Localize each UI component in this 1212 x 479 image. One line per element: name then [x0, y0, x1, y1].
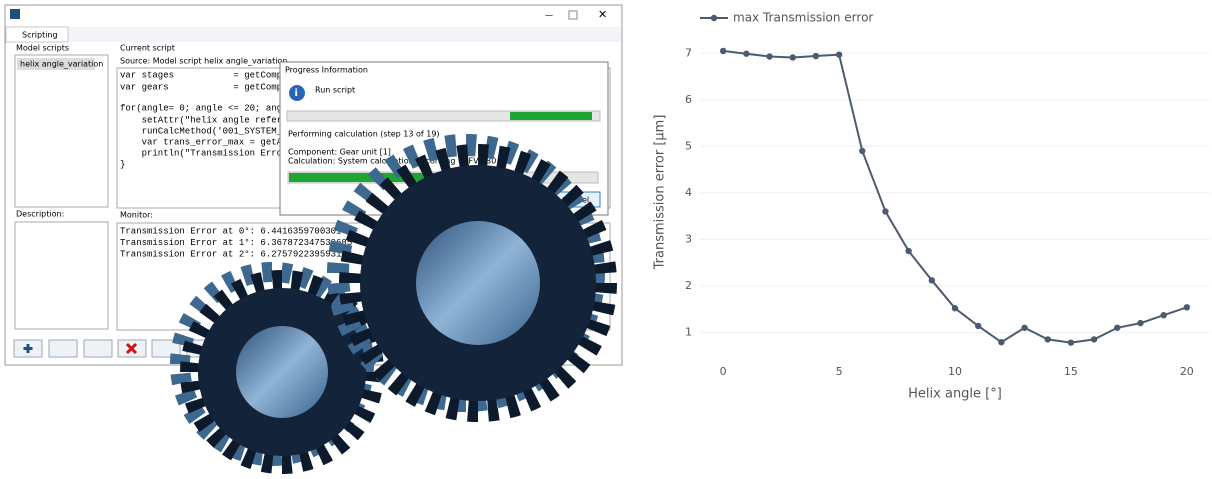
script-list	[14, 54, 109, 208]
code-line: var trans_error_max = getAtt	[120, 137, 293, 147]
y-tick-label: 1	[685, 325, 692, 338]
maximize-button[interactable]	[568, 10, 578, 20]
list-item-bg[interactable]	[17, 58, 95, 70]
label: Monitor:	[120, 211, 153, 220]
data-point	[951, 305, 959, 312]
code-lines: var stages = getCompB var gears = getComp…	[120, 70, 293, 169]
gear-illustration	[170, 134, 617, 474]
data-point	[1160, 312, 1167, 319]
data-point	[905, 247, 912, 255]
tab[interactable]	[5, 26, 69, 43]
code-line: setAttr("helix angle refere	[120, 115, 287, 125]
data-point	[766, 53, 773, 60]
y-tick-label: 4	[685, 186, 692, 199]
progress-bar	[286, 110, 601, 122]
data-point	[1183, 304, 1191, 311]
data-point	[1021, 324, 1028, 331]
tab-label: Scripting	[22, 31, 58, 40]
label: Model scripts	[16, 44, 69, 53]
data-point	[835, 51, 843, 58]
code-line: var gears = getCompB	[120, 82, 288, 92]
data-point	[743, 50, 750, 57]
label: Current script	[120, 44, 175, 53]
code-line: for(angle= 0; angle <= 20; angl	[120, 103, 287, 113]
monitor-line: Transmission Error at 0°: 6.441635970030…	[120, 226, 352, 236]
data-point	[882, 208, 889, 215]
monitor-lines: Transmission Error at 0°: 6.441635970030…	[120, 226, 352, 259]
data-point	[1137, 319, 1144, 327]
code-line: var stages = getCompB	[120, 70, 288, 80]
edit-button[interactable]	[83, 339, 113, 358]
data-line	[723, 49, 1188, 344]
close-button[interactable]: ✕	[598, 8, 607, 21]
progress-fill	[289, 173, 435, 182]
data-point	[789, 54, 796, 61]
data-point	[1114, 324, 1121, 331]
x-tick-label: 20	[1180, 365, 1194, 378]
data-point	[1044, 336, 1051, 343]
y-tick-label: 2	[685, 279, 692, 292]
info-icon	[289, 85, 305, 101]
minimize-button[interactable]: —	[545, 11, 553, 20]
monitor-line: Transmission Error at 1°: 6.367872347530…	[120, 238, 352, 248]
code-line: runCalcMethod('001_SYSTEM_C	[120, 126, 288, 136]
label: Description:	[16, 210, 64, 219]
x-tick-label: 10	[948, 365, 962, 378]
code-line: println("Transmission Error	[120, 148, 287, 158]
dialog-detail: Component: Gear unit [1]	[288, 148, 391, 157]
info-icon-glyph: i	[295, 88, 298, 99]
description-box[interactable]	[14, 221, 109, 330]
y-tick-label: 5	[685, 139, 692, 152]
x-tick-label: 5	[836, 365, 843, 378]
open-button[interactable]	[151, 339, 181, 358]
chart: 1 2 3 4 5 6 7 0 5 10 15 20 Helix angle [°] Transmissi…	[653, 11, 1210, 402]
data-point	[1067, 339, 1075, 346]
icon	[125, 342, 138, 355]
data-point	[1090, 336, 1098, 343]
label: Source: Model script helix angle_variati…	[120, 57, 287, 66]
gear-bore	[236, 326, 328, 418]
list-item[interactable]: helix angle_variation	[20, 60, 103, 69]
y-tick-label: 3	[685, 232, 692, 245]
y-tick-label: 7	[685, 46, 692, 59]
dialog-status: Performing calculation (step 13 of 19)	[288, 130, 440, 139]
y-tick-label: 6	[685, 93, 692, 106]
large-gear	[327, 134, 617, 422]
data-point	[974, 322, 982, 330]
legend-label: max Transmission error	[733, 11, 873, 25]
tab-bar	[6, 27, 621, 42]
data-point	[812, 52, 820, 60]
x-tick-label: 0	[720, 365, 727, 378]
app-icon	[10, 9, 20, 19]
y-axis-label: Transmission error [µm]	[653, 115, 668, 271]
gear-teeth	[339, 144, 617, 422]
dialog-title: Progress Information	[285, 66, 368, 75]
code-line: }	[120, 159, 125, 169]
x-axis-label: Helix angle [°]	[908, 387, 1002, 402]
icon	[23, 344, 33, 353]
data-point	[719, 47, 727, 55]
data-point	[928, 277, 936, 284]
gear-bore	[416, 221, 540, 345]
monitor-line: Transmission Error at 2°: 6.275792239593…	[120, 249, 352, 259]
data-point	[859, 147, 866, 155]
dialog-heading: Run script	[315, 86, 355, 95]
copy-button[interactable]	[48, 339, 78, 358]
progress-fill	[510, 112, 592, 120]
data-point	[998, 339, 1005, 346]
legend-marker	[710, 14, 718, 22]
x-tick-label: 15	[1064, 365, 1078, 378]
